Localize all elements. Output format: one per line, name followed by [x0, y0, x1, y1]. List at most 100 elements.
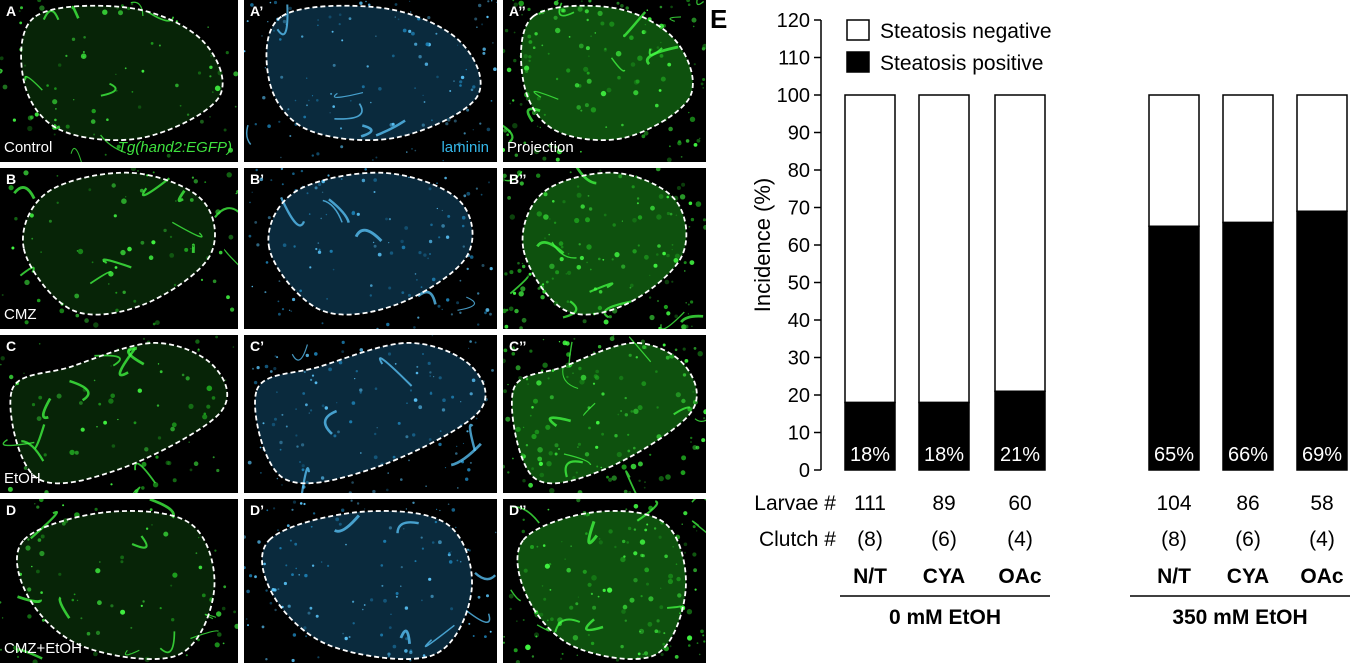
group-label: 350 mM EtOH [1172, 606, 1307, 629]
clutch-count: (8) [1161, 528, 1187, 551]
panel-label: A’ [250, 3, 264, 19]
bar-steatosis-positive [918, 401, 970, 471]
dashed-tissue-outline [20, 4, 224, 142]
bar-value-label: 18% [850, 444, 890, 466]
treatment-label: N/T [853, 565, 887, 588]
panel-label: B’’ [509, 171, 527, 187]
micrograph-image [247, 335, 494, 493]
panel-label-e: E [710, 4, 727, 34]
y-tick-label: 30 [788, 348, 810, 370]
treatment-label: CYA [923, 565, 965, 588]
y-tick-label: 100 [777, 85, 810, 107]
y-axis-label: Incidence (%) [750, 178, 775, 313]
micrograph-image [1, 168, 238, 328]
treatment-label: CYA [1227, 565, 1269, 588]
panel-caption: Control [4, 139, 53, 156]
micrograph-panel-b2: B’’ [503, 168, 706, 329]
bar-steatosis-positive [844, 401, 896, 471]
micrograph-panel-a: A Control Tg(hand2:EGFP) [0, 0, 238, 162]
dashed-tissue-outline [261, 510, 473, 660]
y-tick-label: 120 [777, 10, 810, 32]
panel-label: C’ [250, 338, 264, 354]
bar-steatosis-negative [994, 94, 1046, 392]
micrograph-image [0, 0, 238, 162]
bar-value-label: 65% [1154, 444, 1194, 466]
panel-label: B [6, 171, 17, 187]
clutch-count: (8) [857, 528, 883, 551]
micrograph-image [0, 335, 235, 493]
clutch-count: (6) [931, 528, 957, 551]
bar-steatosis-positive [994, 390, 1046, 471]
treatment-label: OAc [1300, 565, 1344, 588]
larvae-count: 86 [1236, 492, 1259, 515]
bar-value-label: 18% [924, 444, 964, 466]
panel-caption: CMZ [4, 306, 37, 323]
clutch-count: (4) [1309, 528, 1335, 551]
chart-svg: E 0 10 20 30 40 50 60 70 80 90 100 110 120 Incidence (… [710, 4, 1350, 629]
y-tick-label: 60 [788, 235, 810, 257]
larvae-count: 111 [854, 492, 886, 515]
micrograph-image [503, 499, 706, 663]
panel-caption: EtOH [4, 470, 41, 487]
panel-label: B’ [250, 171, 264, 187]
micrograph-image [503, 0, 706, 162]
legend-label: Steatosis positive [880, 52, 1043, 75]
micrograph-panel-d2: D’’ [503, 499, 706, 663]
bar-value-label: 69% [1302, 444, 1342, 466]
y-tick-label: 80 [788, 160, 810, 182]
micrograph-panel-b1: B’ [244, 168, 497, 329]
treatment-label: N/T [1157, 565, 1191, 588]
panel-caption: Projection [507, 139, 574, 156]
larvae-count: 60 [1008, 492, 1031, 515]
y-tick-label: 110 [778, 48, 810, 70]
micrograph-panel-d: D CMZ+EtOH [0, 499, 238, 663]
panel-label: C [6, 338, 17, 354]
y-tick-label: 20 [788, 385, 810, 407]
panel-label: A’’ [509, 3, 526, 19]
micrograph-panel-c2: C’’ [503, 335, 706, 493]
dashed-tissue-outline [254, 341, 487, 485]
bar-value-label: 21% [1000, 444, 1040, 466]
bar-value-label: 66% [1228, 444, 1268, 466]
microscopy-figure-panels: A Control Tg(hand2:EGFP) A’ laminin A’’ Projec… [0, 0, 706, 663]
micrograph-image [244, 0, 497, 162]
group-label: 0 mM EtOH [889, 606, 1001, 629]
bar-steatosis-positive [1222, 221, 1274, 471]
bar-steatosis-negative [844, 94, 896, 404]
dashed-tissue-outline [267, 171, 474, 316]
y-tick-label: 40 [788, 310, 810, 332]
micrograph-image [244, 499, 497, 663]
micrograph-image [503, 168, 706, 329]
bar-steatosis-negative [918, 94, 970, 404]
panel-label: A [6, 3, 17, 19]
y-tick-label: 10 [788, 423, 810, 445]
y-tick-label: 50 [788, 273, 810, 295]
larvae-row-label: Larvae # [754, 492, 836, 515]
micrograph-panel-d1: D’ [244, 499, 497, 663]
dashed-tissue-outline [516, 510, 687, 660]
bar-steatosis-positive [1296, 210, 1348, 471]
steatosis-incidence-chart: E 0 10 20 30 40 50 60 70 80 90 100 110 120 Incidence (… [710, 0, 1360, 663]
legend-swatch [846, 19, 870, 41]
clutch-count: (6) [1235, 528, 1261, 551]
dashed-tissue-outline [520, 4, 694, 142]
transgene-label: Tg(hand2:EGFP) [117, 139, 232, 156]
dashed-tissue-outline [521, 171, 688, 316]
panel-caption: laminin [441, 139, 489, 156]
dashed-tissue-outline [510, 341, 698, 485]
micrograph-image [503, 335, 706, 493]
micrograph-panel-c1: C’ [244, 335, 497, 493]
larvae-count: 104 [1156, 492, 1191, 515]
clutch-count: (4) [1007, 528, 1033, 551]
dashed-tissue-outline [265, 4, 482, 142]
y-tick-label: 70 [788, 198, 810, 220]
panel-label: D [6, 502, 17, 518]
bar-steatosis-negative [1222, 94, 1274, 224]
dashed-tissue-outline [22, 171, 216, 316]
micrograph-panel-b: B CMZ [0, 168, 238, 329]
dashed-tissue-outline [16, 510, 216, 660]
clutch-row-label: Clutch # [759, 528, 836, 551]
legend-label: Steatosis negative [880, 20, 1052, 43]
legend-swatch [846, 51, 870, 73]
micrograph-image [0, 499, 238, 663]
